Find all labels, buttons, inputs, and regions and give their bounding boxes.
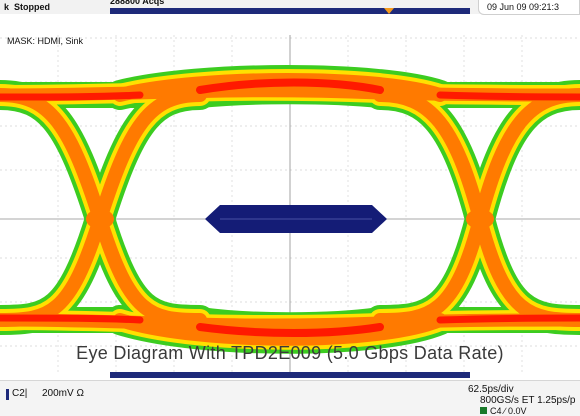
channel-label[interactable]: C2|	[12, 388, 28, 399]
channel-color-icon	[6, 389, 9, 400]
acquisition-status-bar: k Stopped 288800 Acqs 09 Jun 09 09:21:3	[0, 0, 580, 15]
record-position-bar[interactable]	[110, 8, 470, 14]
date-time: 09 Jun 09 09:21:3	[487, 2, 560, 12]
run-indicator: k	[4, 2, 10, 12]
eye-diagram	[0, 35, 580, 375]
eye-diagram-caption: Eye Diagram With TPD2E009 (5.0 Gbps Data…	[76, 343, 504, 363]
crossing-points	[86, 209, 494, 229]
persistence-layer-red	[0, 78, 580, 337]
timebase[interactable]: 62.5ps/div	[468, 384, 514, 395]
run-status[interactable]: Stopped	[14, 2, 50, 12]
date-box: 09 Jun 09 09:21:3	[478, 0, 580, 15]
channel-status-bar: C2| 200mV Ω 62.5ps/div 800GS/s ET 1.25ps…	[0, 380, 580, 416]
trigger-channel-icon	[480, 407, 487, 414]
trigger-level: C4 ∕ 0.0V	[490, 406, 527, 416]
acquisition-count: 288800 Acqs	[110, 0, 165, 6]
waveform-display: MASK: HDMI, Sink Eye Diagram With TPD2E0…	[0, 17, 580, 375]
trigger-position-marker[interactable]	[384, 8, 394, 14]
mask-label: MASK: HDMI, Sink	[7, 36, 84, 46]
trigger-setting[interactable]: C4 ∕ 0.0V	[480, 406, 580, 416]
horizontal-position-bar[interactable]	[110, 372, 470, 378]
sample-rate: 800GS/s ET 1.25ps/p	[480, 395, 576, 406]
vertical-scale[interactable]: 200mV Ω	[42, 388, 84, 399]
